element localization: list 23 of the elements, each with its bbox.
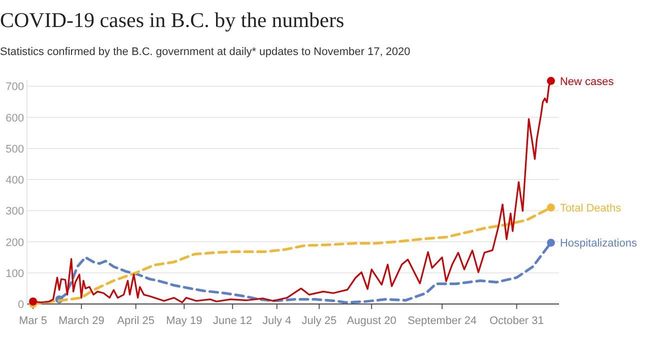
series-label: New cases xyxy=(560,76,614,88)
y-tick-label: 100 xyxy=(6,268,24,280)
x-tick-label: March 29 xyxy=(58,315,104,327)
chart-subtitle: Statistics confirmed by the B.C. government at daily* updates to November 17, 2020 xyxy=(0,46,410,58)
x-tick-label: June 12 xyxy=(212,315,252,327)
chart-title: COVID-19 cases in B.C. by the numbers xyxy=(0,8,344,32)
y-tick-label: 200 xyxy=(6,236,24,249)
x-tick-label: April 25 xyxy=(117,315,154,327)
x-tick-label: July 4 xyxy=(262,315,292,327)
series-label: Total Deaths xyxy=(560,202,622,215)
y-tick-label: 400 xyxy=(6,174,24,187)
x-tick-label: September 24 xyxy=(408,315,477,327)
y-tick-label: 700 xyxy=(6,81,24,94)
x-tick-label: October 31 xyxy=(489,315,544,327)
x-tick-label: July 25 xyxy=(302,315,337,327)
x-tick-label: August 20 xyxy=(346,315,396,327)
y-tick-label: 300 xyxy=(6,206,24,218)
y-tick-label: 0 xyxy=(18,299,24,311)
x-tick-label: Mar 5 xyxy=(18,315,48,327)
series-label: Hospitalizations xyxy=(560,238,638,250)
x-tick-label: May 19 xyxy=(166,315,202,327)
y-tick-label: 600 xyxy=(6,112,24,124)
y-tick-label: 500 xyxy=(6,143,24,156)
